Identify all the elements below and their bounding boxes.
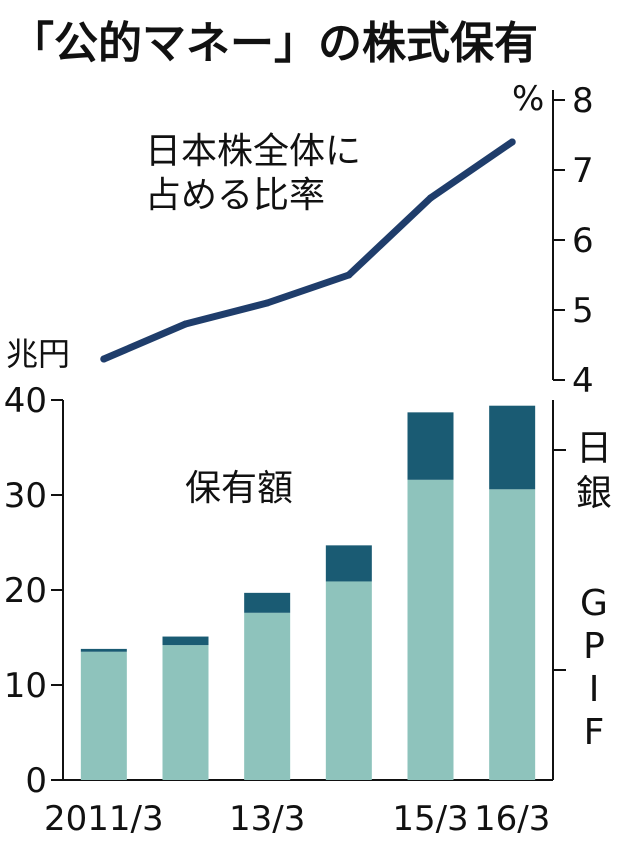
line-y-tick-label: 7 <box>572 151 594 191</box>
bar-y-tick-label: 20 <box>4 571 47 611</box>
ratio-point <box>263 299 271 307</box>
line-annotation-line-2: 占める比率 <box>145 175 325 216</box>
bar-boj <box>80 648 127 652</box>
bar-gpif <box>407 479 454 780</box>
line-y-tick-label: 5 <box>572 291 594 331</box>
ratio-point <box>427 194 434 202</box>
line-layer <box>100 138 516 363</box>
bar-gpif <box>244 612 291 780</box>
bar-annotation: 保有額 <box>185 468 293 509</box>
x-tick-labels: 2011/3 13/3 15/3 16/3 <box>44 799 550 839</box>
ratio-point <box>345 271 353 279</box>
bar-y-ticks: 0 10 20 30 40 <box>4 381 63 801</box>
line-unit-label: % <box>512 79 544 119</box>
bar-gpif <box>489 489 536 780</box>
bar-y-tick-label: 30 <box>4 476 47 516</box>
ratio-point <box>182 320 189 328</box>
x-tick-label: 13/3 <box>229 799 305 839</box>
bar-y-tick-label: 0 <box>25 761 47 801</box>
line-y-tick-label: 4 <box>572 361 594 401</box>
legend-gpif-char: P <box>583 626 605 667</box>
chart-title: 「公的マネー」の株式保有 <box>10 18 538 69</box>
legend-gpif-char: G <box>580 583 608 624</box>
bar-boj <box>162 636 209 646</box>
line-annotation-line-1: 日本株全体に <box>145 131 361 172</box>
x-tick-label: 15/3 <box>392 799 468 839</box>
ratio-point <box>100 355 108 363</box>
legend-gpif-char: I <box>589 669 600 710</box>
bar-unit-label: 兆円 <box>6 335 70 373</box>
ratio-line <box>100 138 516 363</box>
ratio-point <box>508 138 516 146</box>
line-y-tick-label: 6 <box>572 221 594 261</box>
bar-boj <box>407 412 454 480</box>
bars-group <box>80 405 536 780</box>
bar-boj <box>244 592 291 613</box>
bar-boj <box>325 545 372 582</box>
x-tick-label: 2011/3 <box>44 799 164 839</box>
line-y-ticks: 4 5 6 7 8 <box>553 81 594 401</box>
legend-label-boj-1: 日 <box>576 428 612 469</box>
bar-boj <box>489 405 536 490</box>
legend-label-boj-2: 銀 <box>576 473 612 514</box>
bar-y-tick-label: 10 <box>4 666 47 706</box>
x-tick-label: 16/3 <box>474 799 550 839</box>
line-y-tick-label: 8 <box>572 81 594 121</box>
bar-gpif <box>80 651 127 780</box>
bar-y-tick-label: 40 <box>4 381 47 421</box>
legend-gpif-char: F <box>584 712 605 753</box>
bar-gpif <box>325 581 372 780</box>
bar-gpif <box>162 645 209 780</box>
